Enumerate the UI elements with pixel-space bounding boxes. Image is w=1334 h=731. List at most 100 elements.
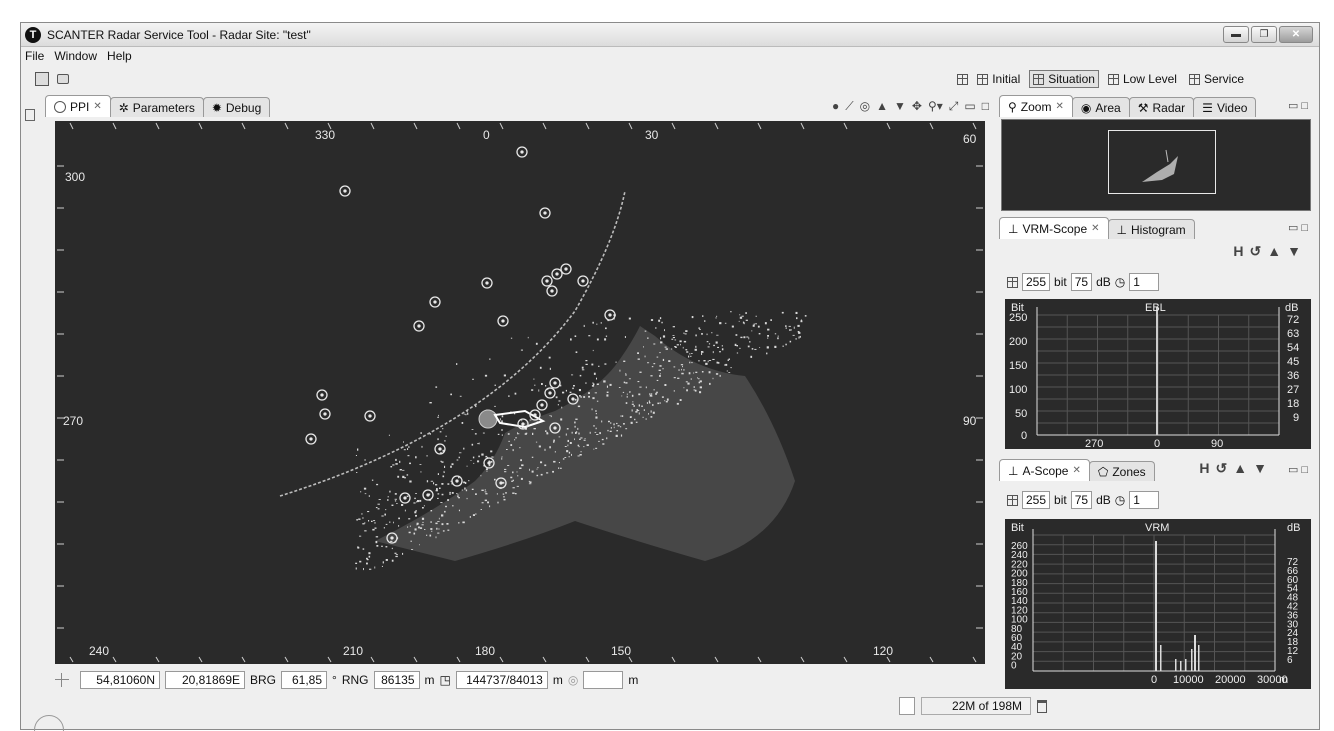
track-target bbox=[386, 532, 398, 544]
panel-minmax-icons[interactable]: ▭□ bbox=[1287, 464, 1311, 476]
zoom-overview[interactable] bbox=[1001, 119, 1311, 211]
minimized-view-icon[interactable] bbox=[25, 109, 35, 121]
record-icon[interactable]: ● bbox=[832, 99, 840, 113]
reset-icon[interactable]: ↺ bbox=[1249, 243, 1268, 259]
tab-video[interactable]: ☰ Video bbox=[1193, 97, 1257, 117]
tab-area[interactable]: ◉ Area bbox=[1071, 97, 1130, 117]
close-tab-icon[interactable]: ✕ bbox=[1055, 101, 1064, 112]
count-field[interactable]: 1 bbox=[1129, 273, 1160, 291]
db-field[interactable]: 75 bbox=[1070, 491, 1093, 509]
perspective-low-level[interactable]: Low Level bbox=[1105, 71, 1180, 87]
gain-up-icon[interactable]: ▲ bbox=[1267, 243, 1288, 259]
reset-icon[interactable]: ↺ bbox=[1215, 460, 1234, 476]
gain-down-icon[interactable]: ▼ bbox=[1287, 243, 1307, 259]
minimize-button[interactable]: ▬ bbox=[1223, 26, 1249, 43]
perspective-icon bbox=[1188, 73, 1200, 85]
restore-button[interactable]: ❐ bbox=[1251, 26, 1277, 43]
db-field[interactable]: 75 bbox=[1070, 273, 1093, 291]
track-target bbox=[544, 387, 556, 399]
echo-speckle bbox=[717, 362, 720, 364]
ppi-display[interactable]: 330 0 30 60 300 270 90 240 210 180 150 1… bbox=[55, 121, 985, 664]
echo-speckle bbox=[626, 393, 628, 395]
open-perspective-icon[interactable] bbox=[957, 73, 969, 85]
zoom-menu-icon[interactable]: ⚲▾ bbox=[927, 99, 943, 113]
camera-icon[interactable] bbox=[57, 74, 69, 84]
target-icon[interactable]: ◎ bbox=[859, 99, 871, 113]
close-button[interactable]: ✕ bbox=[1279, 26, 1313, 43]
echo-speckle bbox=[631, 394, 634, 397]
measure-icon[interactable]: ⟋ bbox=[845, 99, 854, 113]
tab-histogram[interactable]: ⊥ Histogram bbox=[1107, 219, 1195, 239]
echo-speckle bbox=[398, 525, 400, 527]
gain-up-icon[interactable]: ▲ bbox=[1233, 460, 1254, 476]
echo-speckle bbox=[798, 332, 801, 334]
gain-up-icon[interactable]: ▲ bbox=[876, 99, 889, 113]
tab-radar[interactable]: ⚒ Radar bbox=[1128, 97, 1195, 117]
ppi-canvas[interactable]: 330 0 30 60 300 270 90 240 210 180 150 1… bbox=[55, 121, 985, 664]
echo-speckle bbox=[532, 432, 534, 435]
hold-icon[interactable]: H bbox=[1199, 460, 1216, 476]
echo-speckle bbox=[439, 431, 442, 433]
perspective-service[interactable]: Service bbox=[1186, 71, 1247, 87]
perspective-situation[interactable]: Situation bbox=[1029, 70, 1099, 88]
echo-speckle bbox=[719, 322, 722, 325]
connect-icon[interactable] bbox=[35, 72, 49, 86]
tab-a-scope[interactable]: ⊥ A-Scope ✕ bbox=[999, 459, 1090, 481]
gain-down-icon[interactable]: ▼ bbox=[1253, 460, 1273, 476]
grid-toggle-icon[interactable] bbox=[1007, 276, 1018, 288]
bit-field[interactable]: 255 bbox=[1022, 491, 1051, 509]
a-scope-graph[interactable]: VRM Bit dB m 0 10000 20000 30000 260 240 2… bbox=[1005, 519, 1311, 689]
echo-speckle bbox=[591, 408, 593, 411]
menu-window[interactable]: Window bbox=[54, 49, 98, 63]
echo-speckle bbox=[656, 379, 659, 381]
tab-parameters[interactable]: ✲ Parameters bbox=[109, 97, 204, 117]
track-target bbox=[305, 433, 317, 445]
zoom-echo-preview bbox=[1142, 149, 1178, 182]
menu-file[interactable]: File bbox=[25, 49, 45, 63]
echo-speckle bbox=[503, 498, 506, 501]
echo-speckle bbox=[484, 491, 487, 493]
extra-field[interactable] bbox=[583, 671, 624, 689]
perspective-label: Service bbox=[1203, 72, 1244, 86]
maximize-view-icon[interactable]: □ bbox=[981, 99, 989, 113]
gain-down-icon[interactable]: ▼ bbox=[894, 99, 906, 113]
echo-speckle bbox=[699, 329, 701, 330]
tab-zoom[interactable]: ⚲ Zoom ✕ bbox=[999, 95, 1073, 117]
trash-icon[interactable] bbox=[1037, 699, 1047, 713]
close-tab-icon[interactable]: ✕ bbox=[1091, 223, 1100, 234]
minimize-view-icon[interactable]: ▭ bbox=[964, 99, 976, 113]
echo-speckle bbox=[458, 456, 460, 459]
bearing-tick bbox=[714, 656, 719, 663]
echo-speckle bbox=[595, 447, 598, 449]
count-field[interactable]: 1 bbox=[1129, 491, 1160, 509]
close-tab-icon[interactable]: ✕ bbox=[93, 101, 102, 112]
echo-speckle bbox=[392, 464, 395, 466]
zoom-viewport-rect[interactable] bbox=[1108, 130, 1216, 194]
tab-zones[interactable]: ⬠ Zones bbox=[1088, 461, 1155, 481]
scale-icon[interactable]: ⤢ bbox=[948, 99, 959, 113]
echo-speckle bbox=[535, 342, 538, 345]
echo-speckle bbox=[553, 441, 555, 443]
pan-icon[interactable]: ✥ bbox=[911, 99, 922, 113]
panel-minmax-icons[interactable]: ▭□ bbox=[1287, 100, 1311, 112]
tab-vrm-scope[interactable]: ⊥ VRM-Scope ✕ bbox=[999, 217, 1109, 239]
echo-speckle bbox=[545, 430, 547, 432]
panel-minmax-icons[interactable]: ▭□ bbox=[1287, 222, 1311, 234]
echo-speckle bbox=[624, 336, 626, 338]
close-tab-icon[interactable]: ✕ bbox=[1072, 465, 1081, 476]
echo-speckle bbox=[622, 391, 625, 393]
track-target bbox=[546, 285, 558, 297]
tab-debug[interactable]: ✹ Debug bbox=[202, 97, 271, 117]
hold-icon[interactable]: H bbox=[1233, 243, 1250, 259]
bit-field[interactable]: 255 bbox=[1022, 273, 1051, 291]
grid-toggle-icon[interactable] bbox=[1007, 494, 1018, 506]
echo-speckle bbox=[385, 559, 388, 561]
perspective-initial[interactable]: Initial bbox=[974, 71, 1023, 87]
echo-speckle bbox=[430, 480, 434, 482]
vrm-left-tick-50: 50 bbox=[1015, 408, 1027, 420]
menu-help[interactable]: Help bbox=[107, 49, 132, 63]
tab-ppi[interactable]: PPI ✕ bbox=[45, 95, 111, 117]
vrm-scope-graph[interactable]: EBL Bit dB 250 200 150 100 50 0 72 63 54… bbox=[1005, 299, 1311, 449]
vrm-left-tick-0: 0 bbox=[1021, 430, 1027, 442]
echo-speckle bbox=[595, 410, 597, 412]
